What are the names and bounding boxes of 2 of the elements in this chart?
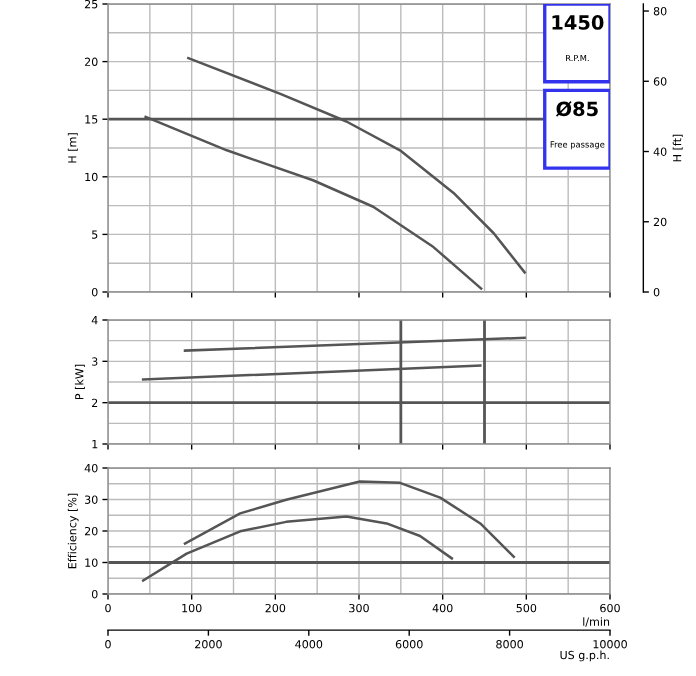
annotation: Ø85 [556, 101, 598, 117]
annotation: 1450 [552, 15, 604, 30]
